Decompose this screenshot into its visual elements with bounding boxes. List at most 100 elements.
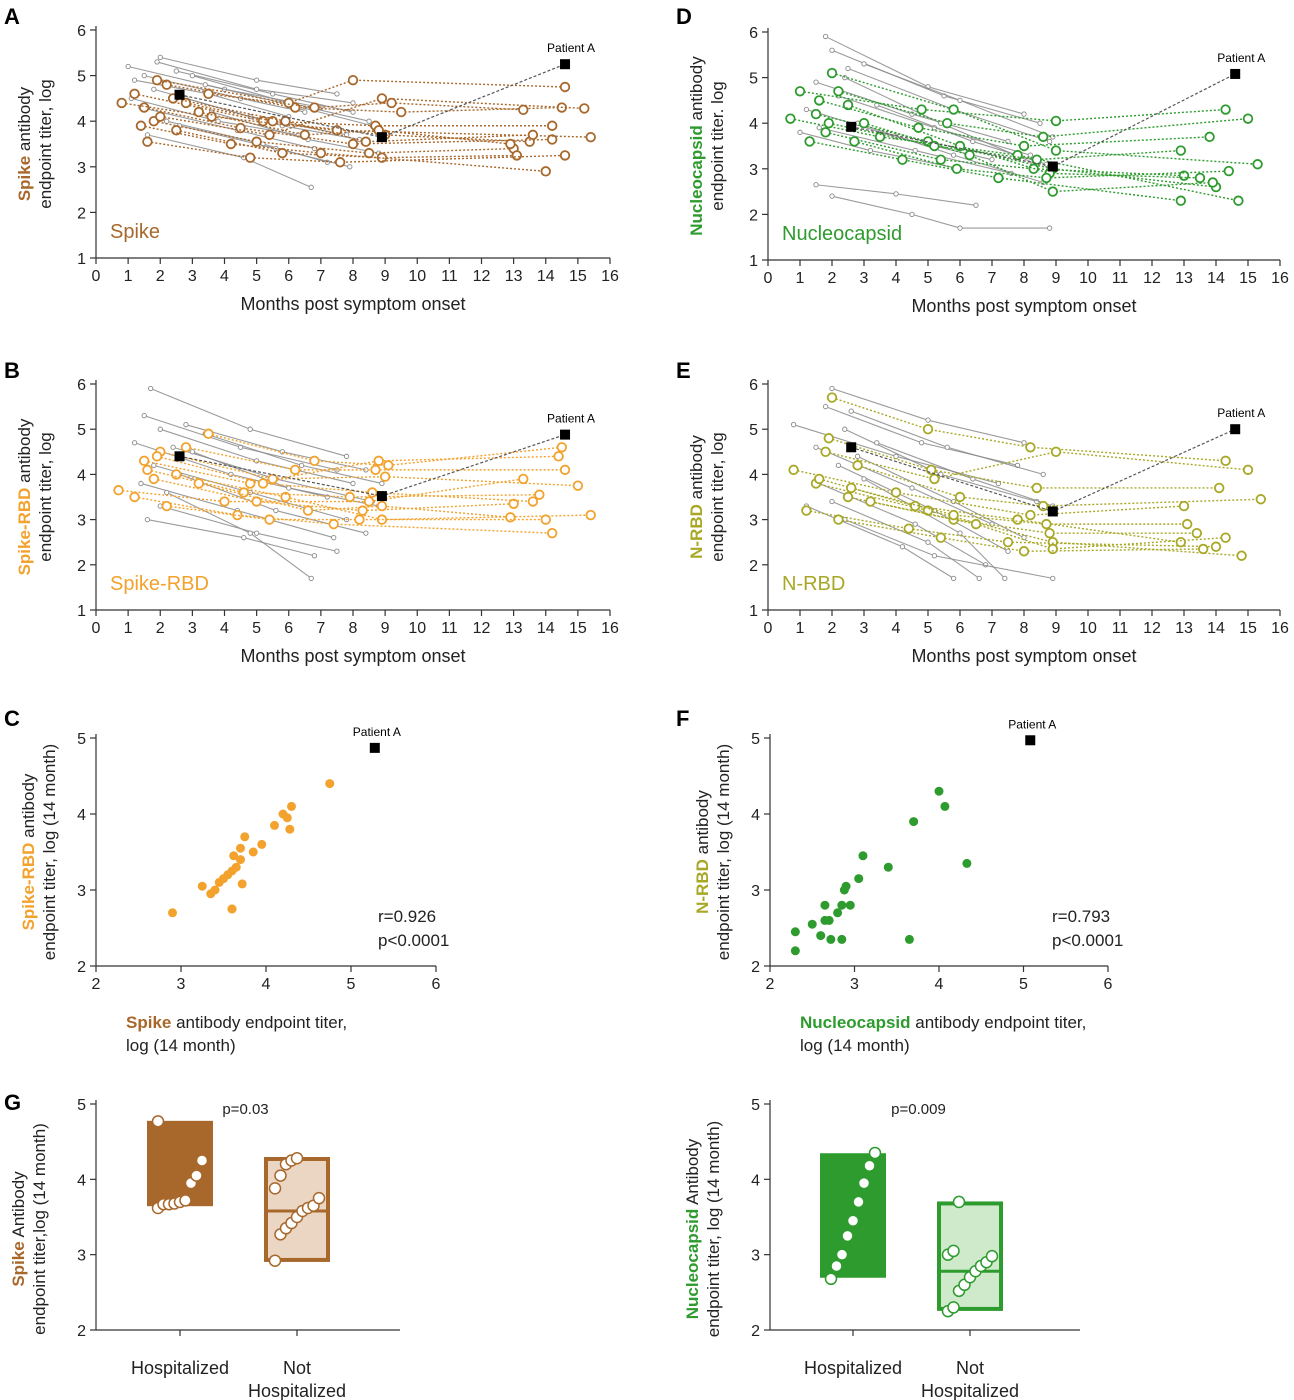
chart-e-series-point	[954, 491, 966, 503]
chart-e-patient-a-point	[846, 442, 857, 453]
chart-f-point	[790, 946, 800, 956]
chart-a-series-point	[277, 147, 288, 159]
chart-a-y-tick-label: 2	[77, 205, 86, 222]
chart-e-gray-point	[1005, 548, 1011, 554]
chart-a-gray-point	[253, 86, 260, 92]
chart-d-series-line	[847, 104, 1201, 179]
chart-e-series-point	[890, 487, 902, 498]
chart-b-series-point	[289, 464, 301, 476]
chart-b-gray-point	[363, 530, 369, 536]
chart-e-series-point	[1220, 455, 1231, 467]
chart-a-series-point	[546, 120, 558, 131]
chart-b-x-tick-label: 12	[473, 620, 491, 637]
chart-e-series-point	[1197, 543, 1209, 555]
chart-e-ylabel-line2: endpoint titer, log	[708, 432, 727, 561]
chart-a-gray-point	[164, 118, 170, 124]
chart-g1-point	[179, 1194, 192, 1207]
chart-b-series-point	[367, 487, 378, 498]
chart-b-series-point	[370, 464, 381, 476]
chart-a-series-point	[180, 97, 192, 109]
chart-g2-point	[952, 1195, 966, 1209]
chart-e-gray-point	[918, 440, 925, 446]
chart-d-series-point	[1041, 172, 1052, 184]
chart-c-patient-a-point	[369, 742, 380, 753]
chart-e-gray-point	[912, 521, 918, 527]
chart-b-gray-series-line	[144, 415, 338, 471]
chart-g2-ylabel-line2: endpoint titer, log (14 month)	[704, 1121, 723, 1337]
chart-d-gray-point	[989, 157, 995, 163]
chart-d-series-point	[951, 163, 963, 175]
chart-a-series-point	[315, 147, 327, 159]
chart-a-series-point	[299, 129, 311, 141]
chart-e-y-tick-label: 1	[749, 603, 758, 620]
chart-f-y-tick-label: 5	[751, 731, 760, 748]
chart-f-point	[824, 915, 834, 925]
chart-b-x-tick-label: 11	[441, 620, 458, 637]
chart-e-gray-series-line	[825, 406, 1018, 466]
chart-e-series-point	[823, 433, 835, 444]
chart-f-y-tick-label: 4	[751, 807, 760, 824]
chart-d-gray-point	[797, 129, 803, 135]
chart-b-series-line	[198, 482, 511, 519]
chart-d-x-tick-label: 9	[1052, 270, 1061, 287]
chart-d-series-point	[823, 117, 835, 129]
chart-f-point	[883, 862, 893, 872]
chart-e-series-point	[1044, 527, 1055, 539]
chart-e-gray-point	[842, 426, 848, 432]
chart-b-patient-a-point	[560, 429, 571, 440]
chart-d-patient-a-point	[846, 121, 857, 132]
chart-b-series-point	[559, 464, 571, 476]
chart-a-gray-point	[215, 118, 221, 124]
chart-e-inset-label: N-RBD	[782, 573, 845, 595]
chart-b-gray-series-line	[150, 388, 347, 457]
chart-f-ylabel-rest: antibody	[693, 790, 712, 859]
chart-d-x-tick-label: 10	[1079, 270, 1097, 287]
chart-b-x-tick-label: 0	[92, 620, 101, 637]
chart-b-x-tick-label: 3	[188, 620, 197, 637]
chart-g1-y-tick-label: 5	[77, 1097, 86, 1114]
chart-a-patient-a-point	[376, 132, 387, 143]
chart-e-series-point	[970, 518, 982, 530]
chart-e-gray-point	[950, 575, 957, 582]
chart-e-xlabel: Months post symptom onset	[911, 646, 1136, 666]
chart-e-gray-point	[822, 403, 829, 410]
chart-d-gray-series-line	[831, 195, 1050, 229]
chart-b-series-point	[232, 509, 243, 521]
chart-b-series-line	[144, 455, 559, 485]
chart-e-series-point	[1002, 537, 1014, 548]
chart-a-series-point	[142, 136, 153, 147]
chart-a-series-point	[511, 150, 523, 161]
chart-b-series-point	[203, 428, 214, 439]
chart-e-ylabel: N-RBD antibody	[687, 435, 706, 559]
chart-d-gray-point	[912, 147, 918, 154]
chart-e-x-tick-label: 8	[1020, 620, 1029, 637]
chart-d-gray-point	[803, 106, 810, 113]
chart-a-gray-point	[308, 184, 314, 190]
chart-f-point	[816, 931, 826, 941]
chart-b-y-tick-label: 3	[77, 513, 86, 530]
chart-b-series-line	[118, 478, 524, 503]
chart-e-gray-point	[925, 539, 931, 545]
chart-c-p-value: p<0.0001	[378, 931, 449, 950]
chart-e-series-point	[801, 505, 812, 516]
chart-e-y-tick-label: 3	[749, 513, 758, 530]
chart-c-ylabel: Spike-RBD antibody	[19, 773, 38, 930]
chart-a-series-point	[331, 125, 343, 136]
chart-b-ylabel: Spike-RBD antibody	[15, 418, 34, 575]
chart-g2-ylabel-rest: Antibody	[683, 1138, 702, 1208]
chart-c-patient-a-label: Patient A	[353, 725, 401, 739]
chart-f-point	[904, 934, 914, 944]
chart-d-ylabel-colored: Nucleocapsid	[687, 125, 706, 236]
chart-g1-point	[151, 1115, 165, 1128]
chart-b-gray-point	[189, 449, 196, 455]
chart-a-gray-point	[253, 77, 260, 83]
chart-g2-y-tick-label: 3	[751, 1248, 760, 1265]
chart-g1-point	[274, 1169, 287, 1182]
chart-e-x-tick-label: 11	[1112, 620, 1129, 637]
chart-e-series-point	[910, 500, 921, 512]
chart-a-ylabel: Spike antibody	[15, 86, 34, 201]
chart-g1-point	[195, 1154, 209, 1167]
